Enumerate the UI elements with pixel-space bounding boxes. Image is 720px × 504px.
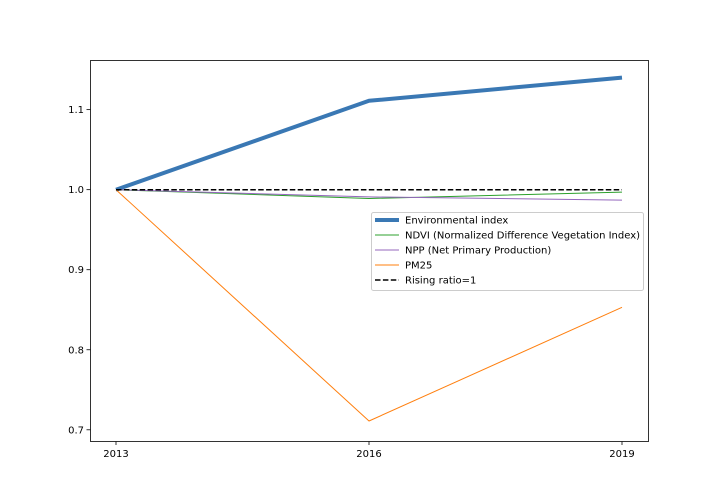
series-line-1 bbox=[115, 189, 623, 199]
series-line-3 bbox=[115, 189, 623, 422]
y-tick-label: 1.1 bbox=[68, 105, 84, 116]
legend: Environmental index NDVI (Normalized Diff… bbox=[371, 212, 644, 291]
series-layer bbox=[115, 75, 623, 422]
x-tick-label: 2016 bbox=[356, 449, 381, 460]
legend-label-2: NPP (Net Primary Production) bbox=[405, 246, 551, 257]
legend-box bbox=[371, 212, 644, 291]
legend-label-4: Rising ratio=1 bbox=[405, 276, 476, 287]
legend-label-0: Environmental index bbox=[405, 216, 508, 227]
legend-label-1: NDVI (Normalized Difference Vegetation I… bbox=[405, 231, 640, 242]
y-tick-label: 0.9 bbox=[68, 265, 84, 276]
axes-layer: 2013 2016 2019 0.7 0.8 0.9 1.0 1.1 bbox=[68, 60, 649, 460]
series-line-0 bbox=[115, 75, 623, 192]
plot-frame bbox=[90, 60, 649, 442]
x-tick-label: 2013 bbox=[103, 449, 128, 460]
y-tick-label: 0.8 bbox=[68, 345, 84, 356]
series-line-2 bbox=[115, 189, 623, 201]
y-tick-label: 0.7 bbox=[68, 425, 84, 436]
x-tick-label: 2019 bbox=[609, 449, 634, 460]
y-tick-label: 1.0 bbox=[68, 185, 84, 196]
legend-label-3: PM25 bbox=[405, 261, 432, 272]
